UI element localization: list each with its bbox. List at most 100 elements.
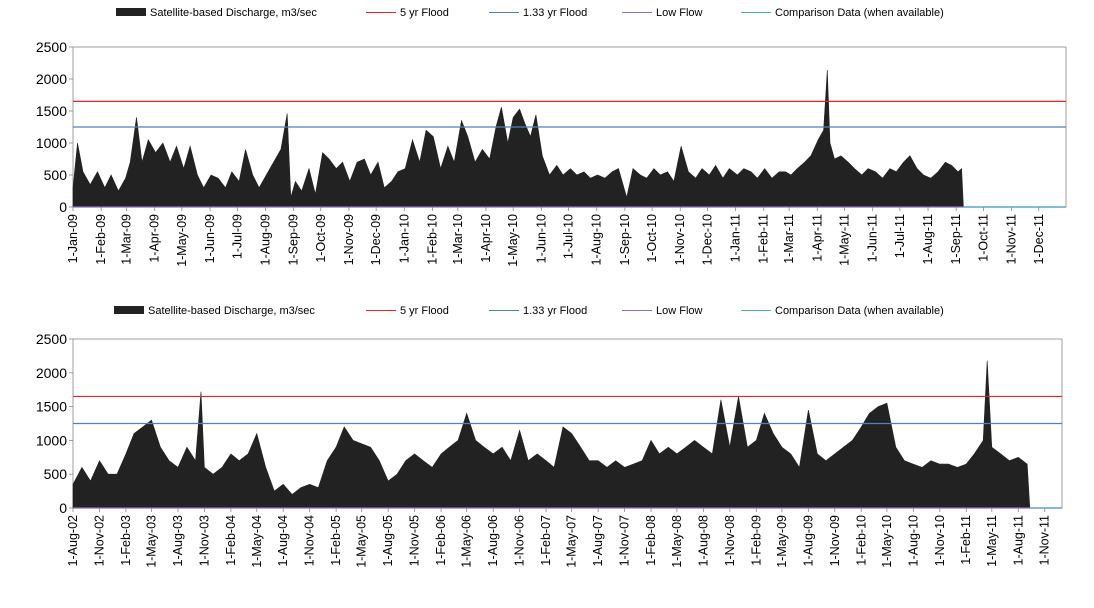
x-tick-label: 1-Jun-11: [866, 214, 880, 262]
y-tick-label: 0: [59, 199, 67, 215]
x-tick-label: 1-Dec-10: [700, 214, 714, 265]
discharge-chart-2009-2011: 0 500 1000 1500 2000 2500 1-Jan-09 1-Feb-09 1-Ma…: [36, 39, 1067, 267]
y-tick-label: 1500: [36, 399, 67, 415]
x-tick-label: 1-Aug-08: [696, 515, 710, 566]
legend-swatch-satellite-based-discharge-m3-sec: [116, 8, 146, 16]
x-tick-label: 1-Feb-11: [959, 515, 973, 565]
x-tick-label: 1-Aug-11: [921, 214, 935, 265]
x-tick-label: 1-Aug-11: [1011, 515, 1025, 566]
chart-legend: Satellite-based Discharge, m3/sec 5 yr Fl…: [0, 302, 1094, 320]
x-tick-label: 1-Aug-05: [381, 515, 395, 566]
legend-label-1-33-yr-flood: 1.33 yr Flood: [523, 7, 588, 19]
legend-label-satellite-based-discharge-m3-sec: Satellite-based Discharge, m3/sec: [148, 305, 315, 317]
x-tick-label: 1-Mar-09: [120, 214, 134, 265]
y-tick-label: 1000: [36, 432, 67, 448]
x-tick-label: 1-Dec-09: [369, 214, 383, 265]
legend-swatch-5-yr-flood: [366, 310, 396, 311]
x-tick-label: 1-Dec-11: [1032, 214, 1046, 265]
legend-label-5-yr-flood: 5 yr Flood: [400, 305, 449, 317]
x-tick-label: 1-May-08: [670, 515, 684, 568]
x-tick-label: 1-May-09: [775, 515, 789, 568]
legend-swatch-low-flow: [622, 12, 652, 13]
x-tick-label: 1-Aug-06: [486, 515, 500, 566]
x-tick-label: 1-Aug-09: [801, 515, 815, 566]
x-tick-label: 1-Nov-04: [303, 515, 317, 566]
x-tick-label: 1-Aug-10: [590, 214, 604, 265]
legend-swatch-comparison-data-when-available: [741, 310, 771, 311]
legend-label-comparison-data-when-available: Comparison Data (when available): [775, 305, 944, 317]
x-tick-label: 1-May-07: [565, 515, 579, 568]
x-tick-label: 1-Nov-05: [408, 515, 422, 566]
x-tick-label: 1-Nov-11: [1005, 214, 1019, 265]
x-tick-label: 1-Sep-09: [287, 214, 301, 265]
legend-label-comparison-data-when-available: Comparison Data (when available): [775, 7, 944, 19]
legend-label-5-yr-flood: 5 yr Flood: [400, 7, 449, 19]
legend-label-1-33-yr-flood: 1.33 yr Flood: [523, 305, 588, 317]
x-tick-label: 1-Jul-10: [562, 214, 576, 259]
x-tick-label: 1-Mar-11: [782, 214, 796, 264]
x-tick-label: 1-Jan-10: [397, 214, 411, 263]
x-tick-label: 1-Nov-08: [723, 515, 737, 566]
legend-swatch-satellite-based-discharge-m3-sec: [114, 306, 144, 314]
y-tick-label: 500: [44, 466, 68, 482]
x-tick-label: 1-Feb-09: [94, 214, 108, 265]
x-tick-label: 1-Nov-11: [1038, 515, 1052, 566]
y-tick-label: 1500: [36, 103, 67, 119]
legend-label-satellite-based-discharge-m3-sec: Satellite-based Discharge, m3/sec: [150, 7, 317, 19]
x-tick-label: 1-Nov-02: [92, 515, 106, 566]
chart-bottom-panel: Satellite-based Discharge, m3/sec 5 yr Fl…: [0, 300, 1094, 608]
legend-swatch-1-33-yr-flood: [489, 310, 519, 311]
x-tick-label: 1-May-10: [880, 515, 894, 568]
x-tick-label: 1-Aug-07: [591, 515, 605, 566]
x-tick-label: 1-Feb-07: [539, 515, 553, 566]
x-tick-label: 1-Aug-03: [171, 515, 185, 566]
x-tick-label: 1-Nov-09: [342, 214, 356, 265]
x-tick-label: 1-Feb-06: [434, 515, 448, 566]
chart-legend: Satellite-based Discharge, m3/sec 5 yr Fl…: [0, 4, 1094, 22]
x-tick-label: 1-May-06: [460, 515, 474, 568]
x-tick-label: 1-Aug-10: [906, 515, 920, 566]
x-tick-label: 1-May-05: [355, 515, 369, 568]
x-tick-label: 1-Feb-09: [749, 515, 763, 566]
x-tick-label: 1-May-04: [250, 515, 264, 568]
x-tick-label: 1-Sep-10: [618, 214, 632, 265]
y-tick-label: 2000: [36, 71, 67, 87]
x-tick-label: 1-Feb-03: [119, 515, 133, 566]
x-tick-label: 1-Nov-06: [513, 515, 527, 566]
x-tick-label: 1-May-11: [985, 515, 999, 567]
x-tick-label: 1-Oct-11: [976, 214, 990, 262]
y-tick-label: 500: [44, 167, 68, 183]
x-tick-label: 1-Jan-09: [66, 214, 80, 263]
x-tick-label: 1-Nov-10: [933, 515, 947, 566]
x-tick-label: 1-Oct-09: [314, 214, 328, 263]
legend-swatch-low-flow: [622, 310, 652, 311]
x-tick-label: 1-Apr-11: [810, 214, 824, 262]
x-tick-label: 1-May-03: [145, 515, 159, 568]
y-tick-label: 2500: [36, 331, 67, 347]
x-tick-label: 1-Jan-11: [729, 214, 743, 262]
x-tick-label: 1-Jun-09: [203, 214, 217, 263]
x-tick-label: 1-Feb-08: [644, 515, 658, 566]
discharge-chart-2002-2011: 0 500 1000 1500 2000 2500 1-Aug-02 1-Nov-02 1-Fe…: [36, 331, 1063, 568]
x-tick-label: 1-Feb-10: [854, 515, 868, 566]
x-tick-label: 1-May-10: [506, 214, 520, 267]
x-tick-label: 1-Aug-04: [276, 515, 290, 566]
legend-label-low-flow: Low Flow: [656, 305, 703, 317]
x-tick-label: 1-Mar-10: [451, 214, 465, 265]
x-tick-label: 1-Nov-10: [673, 214, 687, 265]
chart-top-panel: Satellite-based Discharge, m3/sec 5 yr Fl…: [0, 0, 1094, 300]
x-tick-label: 1-Jul-11: [893, 214, 907, 258]
y-tick-label: 0: [59, 500, 67, 516]
x-tick-label: 1-May-11: [838, 214, 852, 266]
legend-label-low-flow: Low Flow: [656, 7, 703, 19]
x-tick-label: 1-Nov-07: [618, 515, 632, 566]
y-tick-label: 2000: [36, 365, 67, 381]
legend-swatch-5-yr-flood: [366, 12, 396, 13]
x-tick-label: 1-Feb-05: [329, 515, 343, 566]
x-tick-label: 1-Sep-11: [949, 214, 963, 265]
series-satellite-based-discharge-m3-sec: [72, 69, 964, 208]
x-tick-label: 1-Aug-09: [258, 214, 272, 265]
legend-swatch-comparison-data-when-available: [741, 12, 771, 13]
x-tick-label: 1-Feb-10: [425, 214, 439, 265]
x-tick-label: 1-Apr-09: [148, 214, 162, 263]
